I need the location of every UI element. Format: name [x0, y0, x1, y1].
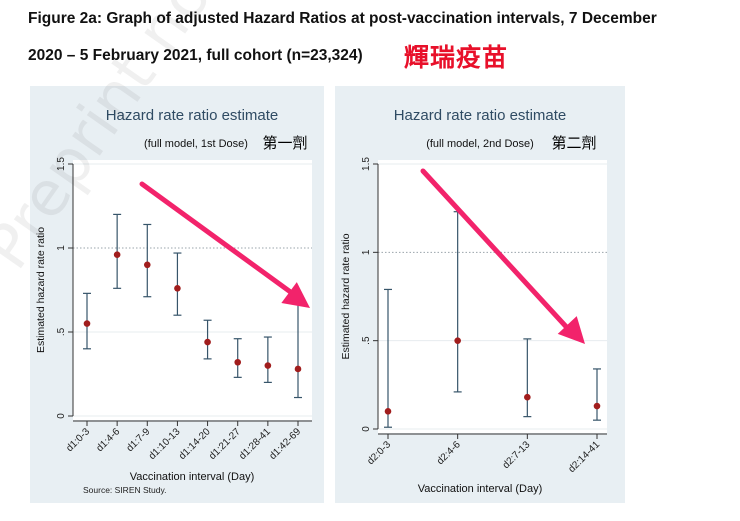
- x-tick-label: d1:42-69: [267, 426, 303, 462]
- figure-title-line1: Figure 2a: Graph of adjusted Hazard Rati…: [28, 10, 657, 27]
- data-point: [524, 393, 531, 401]
- trend-arrow-head: [281, 282, 310, 308]
- data-point: [174, 285, 181, 292]
- figure-title-line2: 2020 – 5 February 2021, full cohort (n=2…: [28, 47, 363, 64]
- vaccine-annotation-label: 輝瑞疫苗: [404, 43, 509, 72]
- chart-panel-first-dose: Hazard rate ratio estimate (full model, 1…: [30, 86, 324, 503]
- chart-subtitle: (full model, 1st Dose): [144, 138, 248, 150]
- chart-panel-second-dose: Hazard rate ratio estimate (full model, 2…: [335, 86, 625, 503]
- data-point: [143, 261, 151, 269]
- plot-area: [73, 160, 312, 420]
- x-tick-label: d1:28-41: [237, 426, 273, 462]
- trend-arrow-shaft: [420, 168, 574, 335]
- x-tick-label: d2:7-13: [501, 439, 533, 471]
- chart-title: Hazard rate ratio estimate: [394, 107, 567, 124]
- x-tick-label: d2:0-3: [365, 439, 393, 467]
- data-point: [204, 338, 211, 346]
- chart-title: Hazard rate ratio estimate: [106, 107, 279, 124]
- data-point: [113, 251, 121, 259]
- data-point: [83, 320, 91, 327]
- chart-subtitle: (full model, 2nd Dose): [426, 138, 534, 150]
- x-tick-label: d2:14-41: [566, 439, 602, 475]
- trend-arrow-head: [557, 316, 585, 344]
- y-tick-label: 1.5: [361, 157, 372, 171]
- data-point: [454, 337, 461, 344]
- x-axis-label: Vaccination interval (Day): [418, 483, 543, 495]
- y-axis-label: Estimated hazard rate ratio: [340, 233, 352, 359]
- x-tick-label: d2:4-6: [435, 439, 463, 467]
- x-tick-label: d1:21-27: [207, 426, 243, 462]
- chart-subtitle-dose-label: 第一劑: [262, 134, 307, 152]
- data-point: [384, 408, 392, 415]
- y-tick-label: 0: [361, 426, 372, 432]
- x-tick-label: d1:7-9: [125, 426, 153, 454]
- x-tick-label: d1:0-3: [64, 426, 92, 454]
- y-tick-label: .5: [56, 327, 67, 336]
- y-tick-label: 1: [56, 245, 67, 251]
- data-point: [264, 362, 272, 369]
- x-axis-label: Vaccination interval (Day): [130, 471, 255, 483]
- plot-area: [378, 160, 607, 433]
- trend-arrow-shaft: [139, 181, 299, 299]
- y-tick-label: 0: [56, 413, 67, 419]
- y-tick-label: 1: [361, 249, 372, 255]
- y-tick-label: .5: [361, 336, 372, 345]
- source-note: Source: SIREN Study.: [83, 485, 167, 495]
- x-tick-label: d1:14-20: [177, 426, 213, 462]
- data-point: [294, 365, 302, 373]
- x-tick-label: d1:4-6: [94, 426, 122, 454]
- data-point: [593, 402, 601, 410]
- chart-subtitle-dose-label: 第二劑: [551, 134, 596, 152]
- y-tick-label: 1.5: [56, 157, 67, 171]
- chart-first-dose: Hazard rate ratio estimate (full model, 1…: [35, 107, 312, 483]
- y-axis-label: Estimated hazard rate ratio: [35, 227, 47, 353]
- x-tick-label: d1:10-13: [147, 426, 183, 462]
- data-point: [234, 358, 242, 366]
- chart-second-dose: Hazard rate ratio estimate (full model, 2…: [340, 107, 607, 495]
